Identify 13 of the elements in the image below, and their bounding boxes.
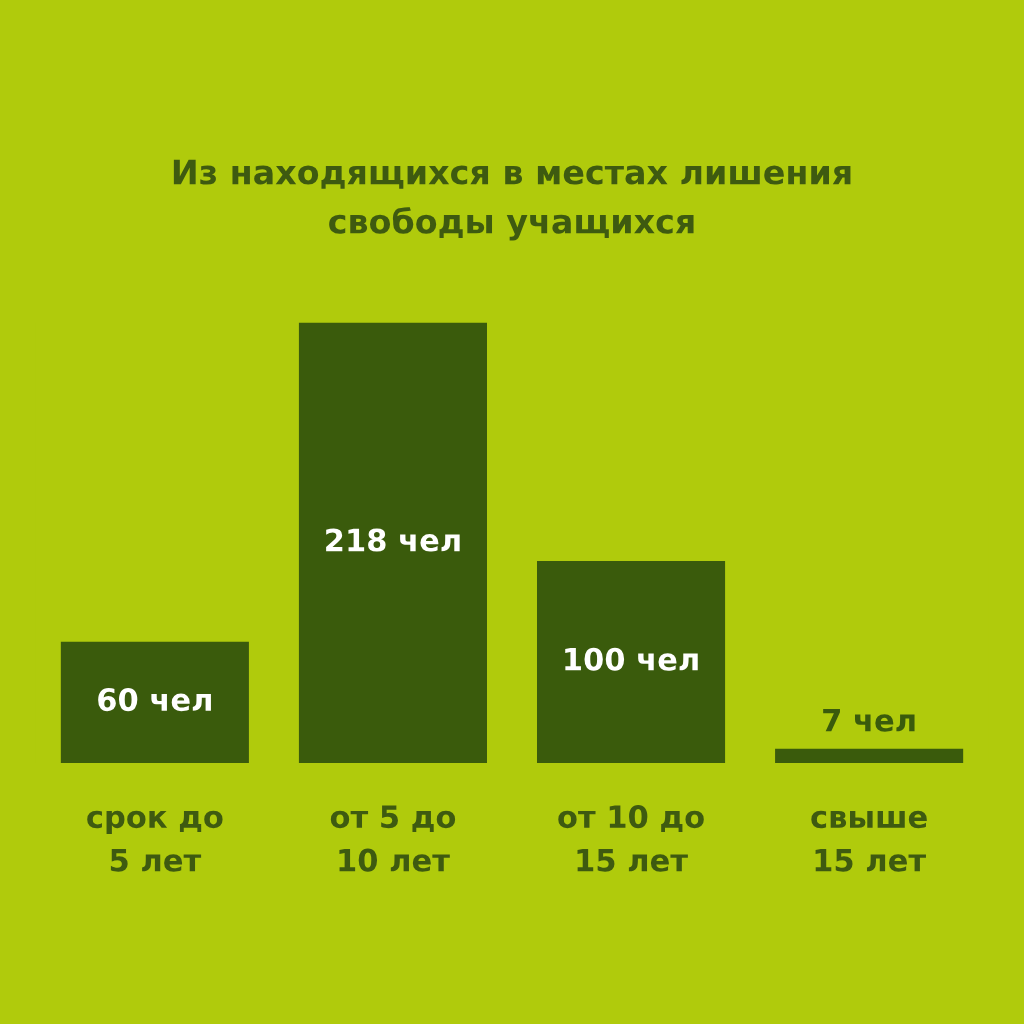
- bar: [775, 748, 964, 763]
- x-tick-label: от 5 до 10 лет: [330, 805, 456, 872]
- data-label: 60 чел: [98, 688, 211, 712]
- bar: [298, 322, 487, 763]
- data-label: 100 чел: [565, 647, 698, 671]
- chart-title: Из находящихся в местах лишения свободы учащихся: [173, 159, 851, 241]
- bar: [537, 560, 726, 763]
- data-label: 7 чел: [823, 709, 915, 732]
- bar: [60, 641, 249, 763]
- data-label: 218 чел: [326, 528, 460, 552]
- x-tick-label: от 10 до 15 лет: [558, 805, 704, 872]
- x-tick-label: свыше 15 лет: [811, 810, 927, 872]
- x-tick-label: срок до 5 лет: [87, 810, 223, 872]
